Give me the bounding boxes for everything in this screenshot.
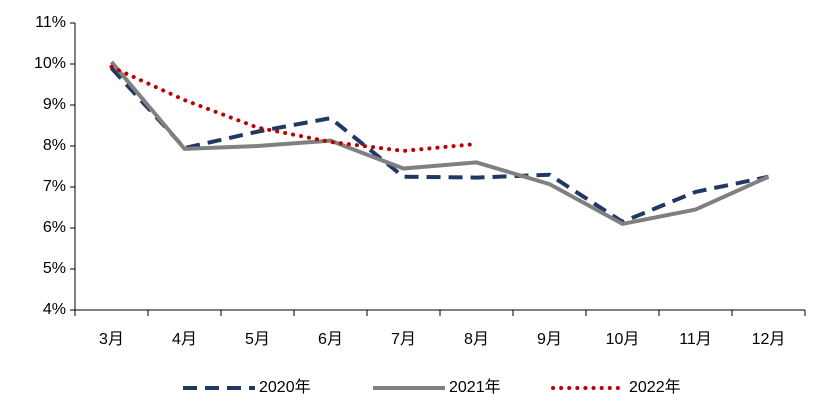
- x-tick-label: 12月: [752, 331, 786, 348]
- y-tick-label: 11%: [35, 14, 66, 31]
- legend-label: 2022年: [629, 378, 681, 396]
- x-tick-label: 10月: [606, 331, 640, 348]
- x-tick-label: 6月: [318, 331, 343, 348]
- legend-label: 2020年: [259, 378, 311, 396]
- series-line: [109, 60, 770, 226]
- series-line: [110, 66, 769, 224]
- x-tick-label: 4月: [172, 331, 197, 348]
- x-tick-label: 8月: [464, 331, 489, 348]
- x-tick-label: 11月: [679, 331, 712, 348]
- y-tick-label: 6%: [43, 219, 66, 236]
- x-tick-label: 7月: [391, 331, 416, 348]
- legend-label: 2021年: [449, 378, 501, 396]
- x-tick-label: 9月: [537, 331, 562, 348]
- y-tick-label: 7%: [43, 178, 66, 195]
- x-tick-label: 5月: [245, 331, 270, 348]
- y-tick-label: 10%: [34, 55, 66, 72]
- y-tick-label: 5%: [43, 260, 66, 277]
- y-tick-label: 9%: [43, 96, 66, 113]
- series-line: [109, 64, 479, 153]
- y-tick-label: 8%: [43, 137, 66, 154]
- x-tick-label: 3月: [99, 331, 124, 348]
- y-tick-label: 4%: [43, 301, 66, 318]
